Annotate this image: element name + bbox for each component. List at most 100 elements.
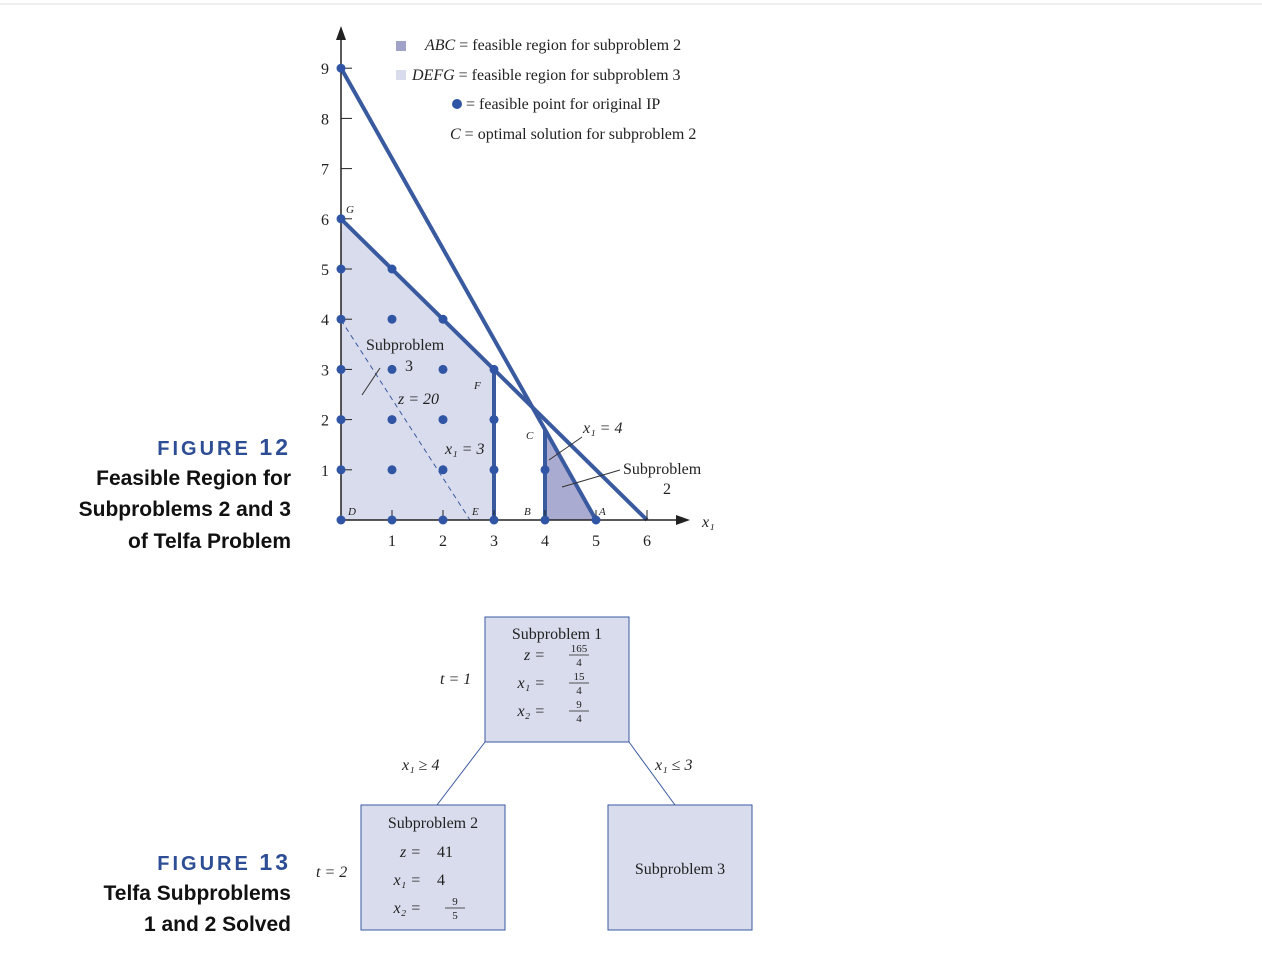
fraction-denominator: 4 (576, 713, 582, 725)
y-tick-label: 4 (321, 312, 329, 329)
row-label: z = (523, 647, 545, 664)
x-tick-label: 5 (592, 533, 600, 550)
annotation: Subproblem (366, 337, 445, 354)
legend-dot (452, 99, 462, 109)
fraction-numerator: 15 (574, 671, 586, 683)
x-tick-label: 1 (388, 533, 396, 550)
feasible-point (591, 515, 601, 525)
leader (548, 436, 583, 461)
feasible-point (489, 465, 499, 475)
row-label: x₁ = (393, 872, 421, 889)
annotation: 2 (663, 481, 671, 498)
x-tick-label: 4 (541, 533, 549, 550)
fraction-denominator: 5 (452, 910, 458, 922)
caption-line: of Telfa Problem (128, 530, 291, 553)
y-tick-label: 1 (321, 463, 329, 480)
figure-number: 12 (259, 434, 291, 460)
fraction-numerator: 9 (452, 896, 458, 908)
figure-label: FIGURE 12 (157, 434, 291, 460)
feasible-point (489, 364, 499, 374)
node-title: Subproblem 3 (635, 861, 725, 878)
legend-swatch (396, 41, 406, 51)
feasible-point (336, 515, 346, 525)
point-label: D (347, 506, 356, 518)
feasible-point (387, 264, 397, 274)
row-label: x₂ = (517, 703, 545, 720)
feasible-point (336, 264, 346, 274)
point-label: B (524, 506, 531, 518)
feasible-point (387, 465, 397, 475)
time-label: t = 1 (440, 671, 471, 688)
fraction-numerator: 9 (576, 699, 582, 711)
point-label: G (346, 204, 354, 216)
row-value: 4 (437, 872, 445, 889)
x-tick-label: 3 (490, 533, 498, 550)
caption-line: Feasible Region for (96, 467, 291, 490)
row-label: x₁ = (517, 675, 545, 692)
feasible-point (336, 364, 346, 374)
time-label: t = 2 (316, 864, 347, 881)
edge-label: x₁ ≥ 4 (401, 757, 439, 774)
y-tick-label: 7 (321, 162, 329, 179)
row-label: x₂ = (393, 900, 421, 917)
figure-word: FIGURE (157, 853, 251, 875)
legend-entry: DEFG = feasible region for subproblem 3 (411, 67, 681, 84)
y-tick-label: 3 (321, 362, 329, 379)
feasible-point (489, 515, 499, 525)
y-tick-label: 6 (321, 212, 329, 229)
feasible-point (438, 364, 448, 374)
annotation: x₁ = 3 (444, 441, 484, 458)
leader (361, 367, 381, 396)
feasible-point (438, 465, 448, 475)
tree-node (484, 616, 630, 743)
annotation: Subproblem (623, 461, 702, 478)
x-tick-label: 6 (643, 533, 651, 550)
y-tick-label: 9 (321, 61, 329, 78)
legend-symbol: ABC (424, 37, 456, 54)
fraction-numerator: 165 (571, 643, 588, 655)
feasible-point (438, 415, 448, 425)
y-tick-label: 5 (321, 262, 329, 279)
feasible-point (540, 515, 550, 525)
legend-entry: C = optimal solution for subproblem 2 (450, 126, 696, 143)
feasible-point (336, 465, 346, 475)
leader (561, 469, 621, 488)
y-arrow (336, 26, 346, 40)
legend-text: = optimal solution for subproblem 2 (465, 126, 697, 143)
annotation: x₁ = 4 (582, 420, 622, 437)
feasible-point (336, 63, 346, 73)
legend-symbol: C (450, 126, 461, 143)
y-tick-label: 8 (321, 111, 329, 128)
fraction-denominator: 4 (576, 657, 582, 669)
feasible-point (438, 515, 448, 525)
figure-number: 13 (259, 849, 291, 875)
caption-line: Subproblems 2 and 3 (79, 498, 291, 521)
row-value: 41 (437, 844, 453, 861)
feasible-point (336, 314, 346, 324)
tree-node (607, 804, 753, 931)
legend-symbol: DEFG (411, 67, 455, 84)
annotation: 3 (405, 358, 413, 375)
caption-line: 1 and 2 Solved (144, 913, 291, 936)
legend-swatch (396, 70, 406, 80)
row-label: z = (399, 844, 421, 861)
feasible-point (438, 314, 448, 324)
figure-word: FIGURE (157, 438, 251, 460)
objective-line (340, 319, 471, 521)
tree-node (360, 804, 506, 931)
constraint-line (339, 67, 598, 521)
x-tick-label: 2 (439, 533, 447, 550)
region-defg (341, 219, 494, 520)
legend-text: = feasible region for subproblem 2 (459, 37, 681, 54)
tree-edge (628, 741, 676, 806)
caption-line: Telfa Subproblems (104, 882, 291, 905)
point-label: C (526, 430, 534, 442)
node-title: Subproblem 2 (388, 815, 478, 832)
point-label: A (598, 506, 606, 518)
feasible-point (387, 515, 397, 525)
node-title: Subproblem 1 (512, 626, 602, 643)
tree-edge (436, 741, 486, 806)
